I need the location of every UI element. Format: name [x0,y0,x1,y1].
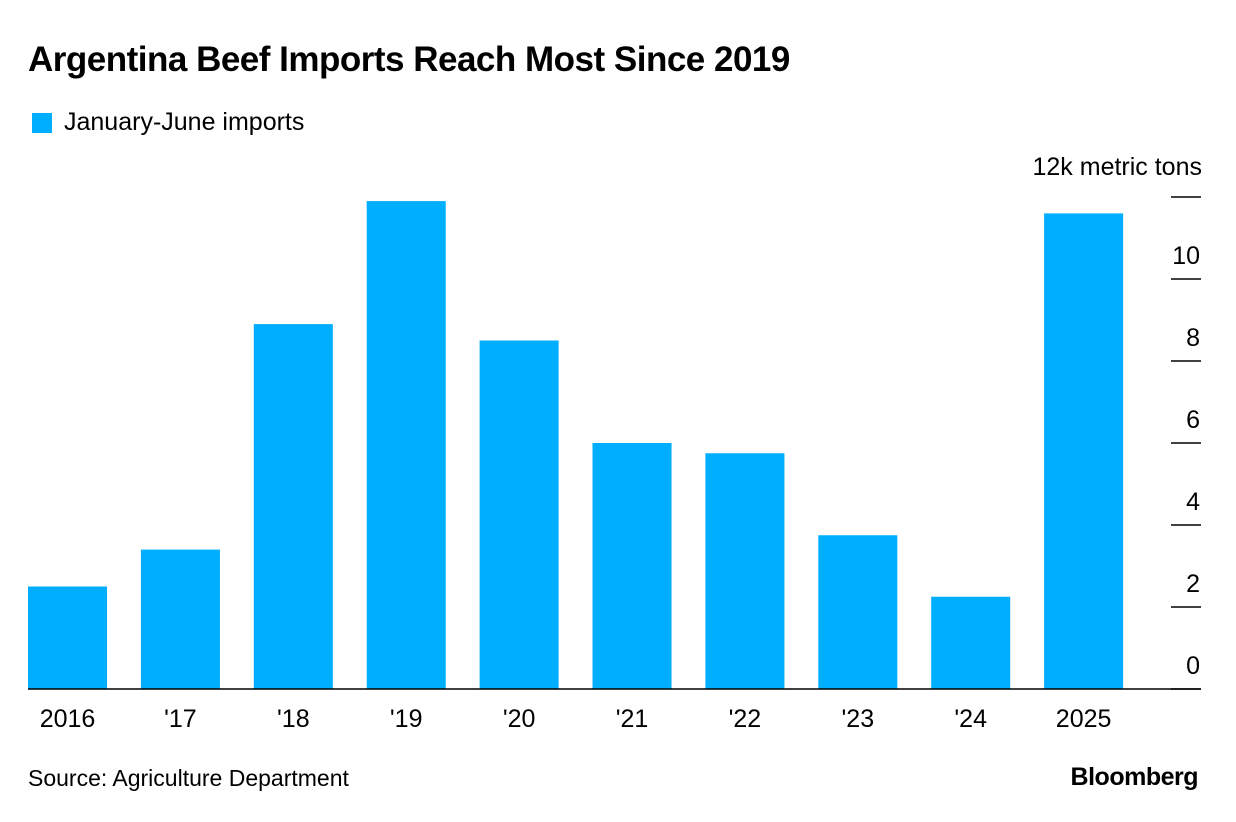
source-note: Source: Agriculture Department [28,765,349,791]
y-axis-unit-label: 12k metric tons [1032,153,1202,181]
x-tick-label: '23 [842,705,875,733]
bar [1044,213,1124,689]
bar [366,201,446,689]
x-tick-label: '19 [390,705,423,733]
bar [479,340,559,689]
x-tick-label: '21 [616,705,649,733]
y-tick-label: 6 [1186,406,1200,434]
x-tick-label: '22 [729,705,762,733]
legend: January-June imports [32,108,304,137]
bar [818,535,898,689]
bar [931,596,1011,689]
x-tick-label: 2025 [1056,705,1112,733]
chart-title: Argentina Beef Imports Reach Most Since … [28,40,790,79]
brand-logo: Bloomberg [1070,763,1199,791]
bar [28,586,108,689]
x-tick-label: 2016 [40,705,96,733]
y-tick-label: 4 [1186,488,1200,516]
y-tick-label: 0 [1186,652,1200,680]
x-tick-label: '17 [164,705,197,733]
y-tick-label: 2 [1186,570,1200,598]
bar [705,453,785,689]
x-tick-label: '24 [954,705,987,733]
bar [592,443,672,689]
legend-label: January-June imports [64,108,305,136]
bar [140,549,220,689]
y-tick-label: 10 [1172,242,1200,270]
x-tick-label: '18 [277,705,310,733]
y-tick-label: 8 [1186,324,1200,352]
bar [253,324,333,689]
legend-swatch [32,112,52,133]
x-tick-label: '20 [503,705,536,733]
